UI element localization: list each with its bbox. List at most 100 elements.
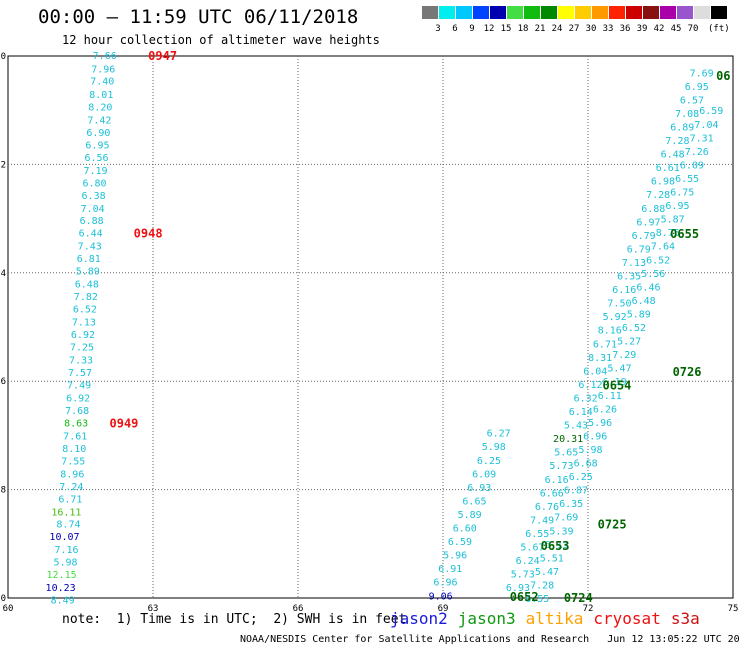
scale-swatch <box>422 6 438 19</box>
swh-value-track1: 6.66 <box>540 488 564 499</box>
swh-value-track1: 5.73 <box>549 461 573 472</box>
time-label: 0654 <box>603 378 632 392</box>
swh-value-left: 6.44 <box>79 229 103 240</box>
scale-swatch <box>609 6 625 19</box>
swh-value-track1: 20.31 <box>553 434 583 445</box>
scale-label: 33 <box>602 24 614 34</box>
swh-value-track1: 6.79 <box>632 231 656 242</box>
x-tick-label: 72 <box>583 604 594 614</box>
swh-value-track1: 5.67 <box>520 543 544 554</box>
legend-item-jason2: jason2 <box>390 609 448 628</box>
swh-value-left: 6.38 <box>82 191 106 202</box>
scale-label: 36 <box>619 24 631 34</box>
x-tick-label: 69 <box>438 604 449 614</box>
swh-value-track1: 6.14 <box>569 407 593 418</box>
swh-value-track1: 6.95 <box>685 82 709 93</box>
scale-swatch <box>694 6 710 19</box>
scale-unit: (ft) <box>708 24 730 34</box>
legend-item-jason3: jason3 <box>457 609 516 628</box>
swh-value-left: 7.24 <box>59 482 83 493</box>
swh-value-track3: 6.46 <box>636 282 660 293</box>
scale-swatch <box>626 6 642 19</box>
swh-value-track3: 5.27 <box>617 337 641 348</box>
y-tick-label: -26 <box>0 377 6 387</box>
swh-value-track1: 6.55 <box>525 529 549 540</box>
swh-value-track1: 5.73 <box>511 570 535 581</box>
swh-value-left: 7.82 <box>74 292 98 303</box>
swh-value-track1: 8.16 <box>598 326 622 337</box>
time-label: 0948 <box>134 227 163 241</box>
swh-value-track3: 6.75 <box>670 188 694 199</box>
scale-swatch <box>711 6 727 19</box>
time-label: 0724 <box>564 591 593 605</box>
scale-label: 15 <box>500 24 512 34</box>
y-tick-label: -28 <box>0 486 6 496</box>
swh-value-track1: 7.50 <box>607 299 631 310</box>
credit-line: NOAA/NESDIS Center for Satellite Applica… <box>240 634 740 645</box>
swh-value-track2: 5.98 <box>482 442 506 453</box>
scale-label: 24 <box>551 24 563 34</box>
swh-value-track2: 5.96 <box>443 551 467 562</box>
swh-value-left: 8.01 <box>89 90 113 101</box>
swh-value-track3: 5.51 <box>540 553 564 564</box>
swh-value-track2: 9.06 <box>429 591 453 602</box>
swh-value-track3: 5.47 <box>607 364 631 375</box>
swh-value-track3: 6.55 <box>525 594 549 605</box>
swh-value-track1: 6.93 <box>506 583 530 594</box>
swh-value-track1: 6.16 <box>545 475 569 486</box>
scale-swatch <box>541 6 557 19</box>
swh-value-left: 7.68 <box>65 406 89 417</box>
legend-item-altika: altika <box>525 609 584 628</box>
scale-swatch <box>473 6 489 19</box>
swh-value-left: 7.42 <box>87 115 111 126</box>
swh-value-left: 7.16 <box>54 545 78 556</box>
swh-value-track3: 7.26 <box>685 147 709 158</box>
swh-value-track2: 6.59 <box>448 537 472 548</box>
swh-value-track1: 8.31 <box>588 353 612 364</box>
swh-value-track3: 7.04 <box>694 120 718 131</box>
swh-value-left: 7.33 <box>69 356 93 367</box>
swh-value-track3: 6.48 <box>632 296 656 307</box>
swh-value-left: 10.23 <box>46 583 76 594</box>
scale-label: 18 <box>517 24 529 34</box>
swh-value-track3: 5.96 <box>588 418 612 429</box>
swh-value-track1: 6.48 <box>661 150 685 161</box>
swh-value-track1: 6.76 <box>535 502 559 513</box>
swh-value-track3: 6.52 <box>622 323 646 334</box>
swh-value-track1: 6.97 <box>636 217 660 228</box>
scale-swatch <box>592 6 608 19</box>
swh-value-track2: 6.96 <box>433 578 457 589</box>
legend-item-cryosat: cryosat <box>593 609 661 628</box>
swh-value-track3: 6.59 <box>699 106 723 117</box>
swh-value-left: 8.49 <box>51 596 75 607</box>
swh-value-track2: 6.09 <box>472 469 496 480</box>
swh-value-left: 5.98 <box>54 558 78 569</box>
swh-value-track3: 6.11 <box>598 391 622 402</box>
swh-value-track3: 6.25 <box>569 472 593 483</box>
scale-swatch <box>643 6 659 19</box>
swh-value-track3: 5.98 <box>578 445 602 456</box>
swh-value-left: 7.55 <box>61 456 85 467</box>
swh-value-track1: 6.04 <box>583 366 607 377</box>
swh-value-left: 7.19 <box>83 166 107 177</box>
swh-value-track1: 6.88 <box>641 204 665 215</box>
scale-swatch <box>677 6 693 19</box>
swh-value-track1: 6.79 <box>627 244 651 255</box>
scale-swatch <box>524 6 540 19</box>
swh-value-left: 7.25 <box>70 343 94 354</box>
swh-value-left: 6.80 <box>83 178 107 189</box>
swh-value-track1: 5.43 <box>564 421 588 432</box>
swh-value-left: 5.89 <box>76 267 100 278</box>
swh-value-left: 8.74 <box>56 520 80 531</box>
swh-value-left: 7.13 <box>72 318 96 329</box>
swh-value-left: 7.40 <box>90 76 114 87</box>
swh-value-left: 7.43 <box>78 242 102 253</box>
swh-value-track1: 7.13 <box>622 258 646 269</box>
scale-swatch <box>575 6 591 19</box>
swh-value-left: 6.52 <box>73 305 97 316</box>
chart-title: 00:00 – 11:59 UTC 06/11/2018 <box>38 6 359 28</box>
swh-value-track3: 7.64 <box>651 242 675 253</box>
swh-value-track2: 6.93 <box>467 483 491 494</box>
swh-value-track3: 6.09 <box>680 160 704 171</box>
swh-value-track1: 7.49 <box>530 515 554 526</box>
